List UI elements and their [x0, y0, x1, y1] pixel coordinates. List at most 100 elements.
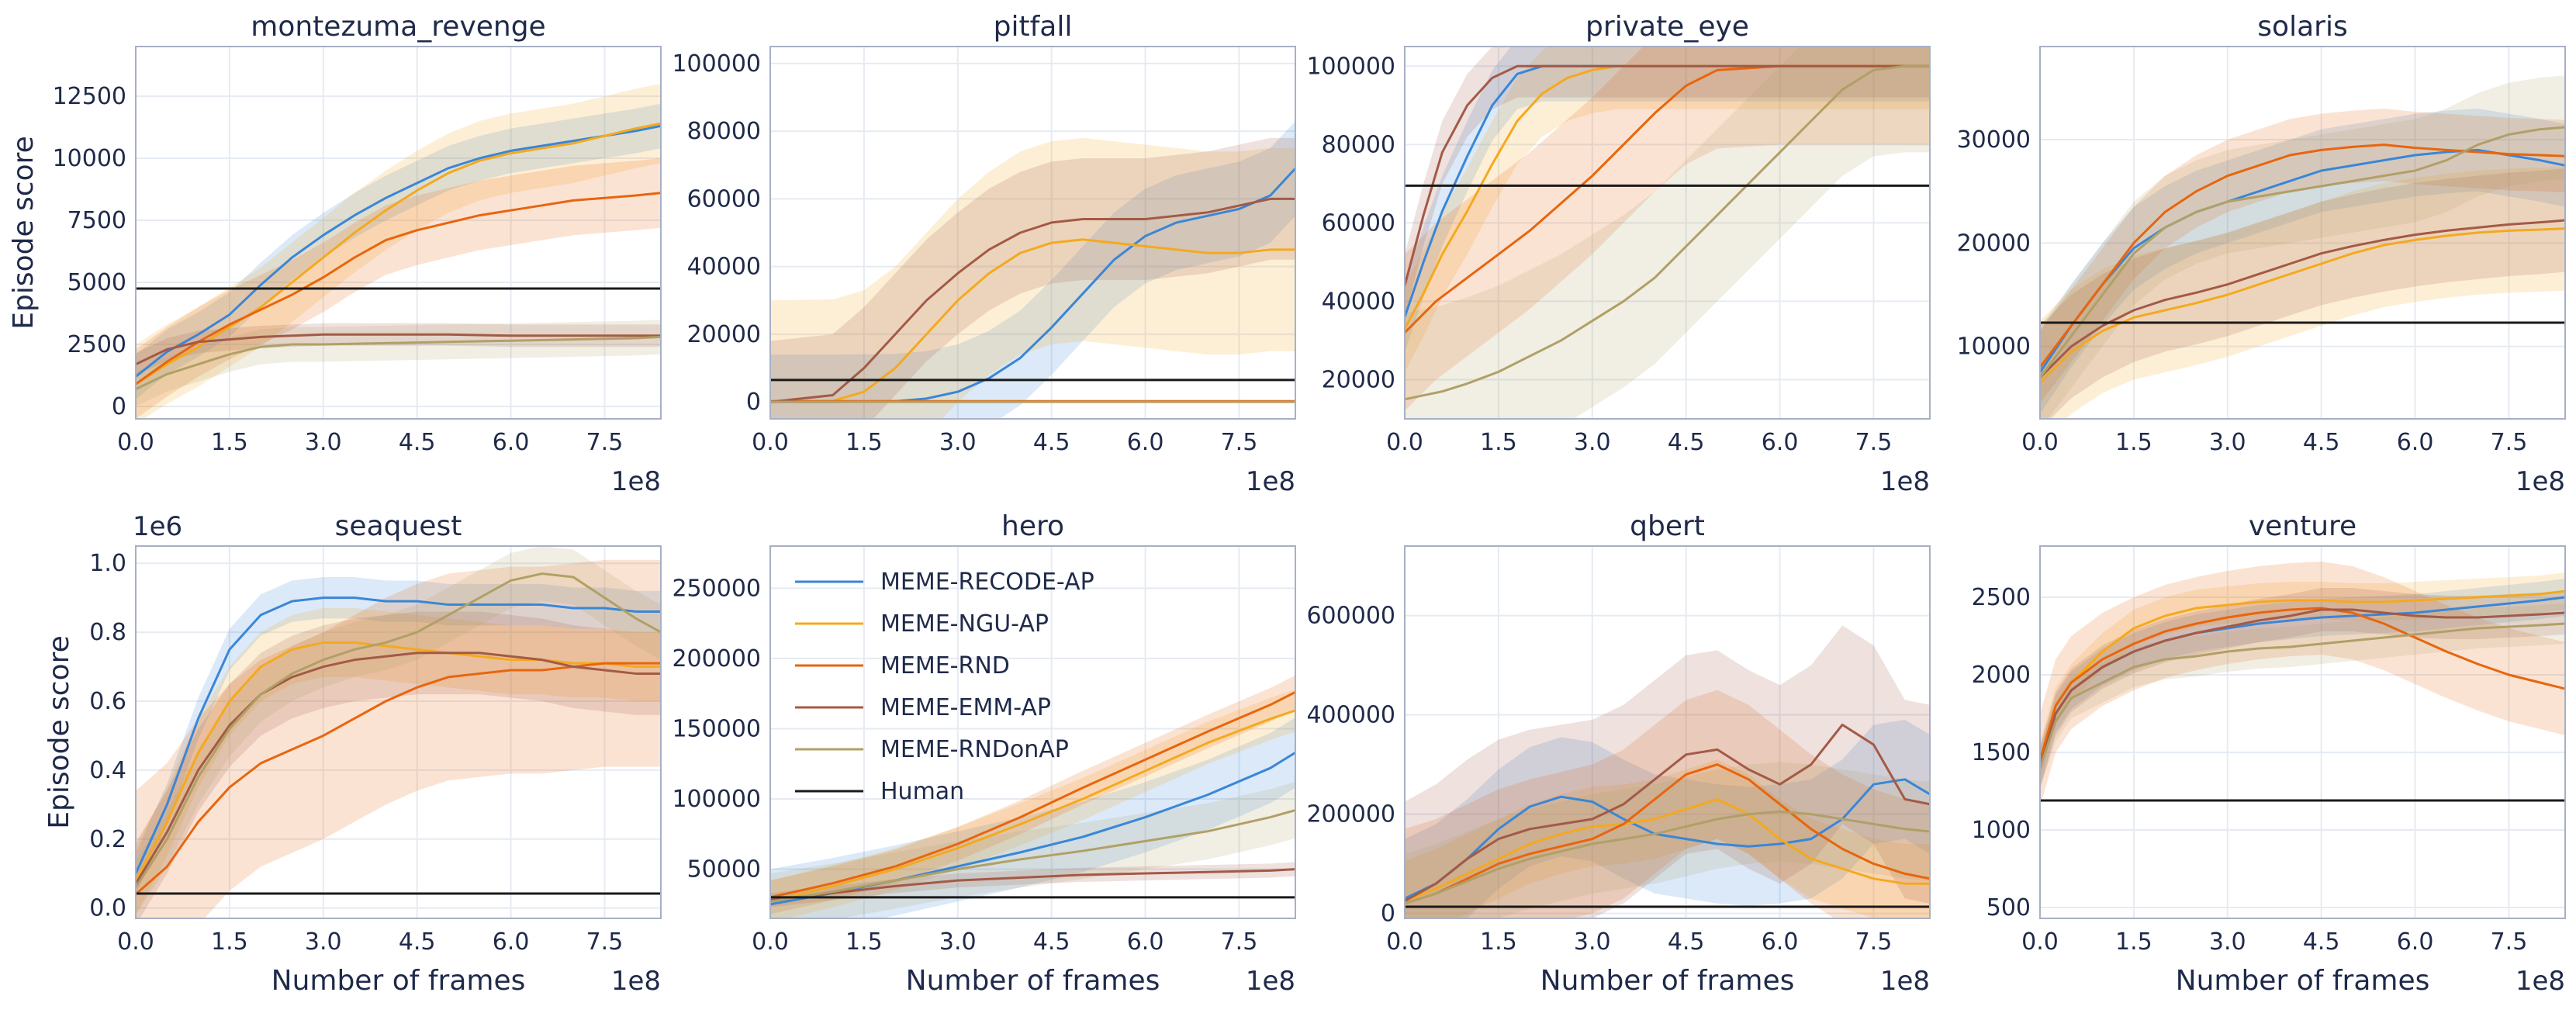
y-tick-label: 400000	[1306, 702, 1395, 729]
x-tick-label: 4.5	[1033, 429, 1070, 456]
x-tick-label: 7.5	[2491, 928, 2528, 956]
panel-title: private_eye	[1585, 11, 1749, 43]
legend-label: MEME-RNDonAP	[880, 736, 1069, 763]
band-meme-rndonap	[2040, 603, 2565, 788]
y-tick-label: 0	[746, 389, 761, 416]
band-meme-recode-ap	[1405, 47, 1930, 353]
x-tick-label: 7.5	[1855, 429, 1893, 456]
x-tick-label: 4.5	[1668, 429, 1705, 456]
line-meme-rndonap	[1405, 810, 1930, 905]
x-tick-label: 4.5	[1668, 928, 1705, 956]
x-axis-label: Number of frames	[1540, 965, 1795, 997]
band-meme-recode-ap	[136, 103, 661, 399]
legend-label: MEME-RND	[880, 652, 1010, 679]
y-tick-label: 60000	[687, 185, 761, 213]
x-tick-label: 7.5	[1855, 928, 1893, 956]
band-meme-rnd	[2040, 562, 2565, 807]
band-meme-ngu-ap	[770, 137, 1295, 419]
y-tick-label: 200000	[1306, 801, 1395, 828]
y-tick-label: 200000	[672, 645, 761, 672]
series-group	[2040, 562, 2565, 807]
x-offset-label: 1e8	[1880, 466, 1930, 497]
band-meme-rnd	[136, 158, 661, 419]
line-meme-emm-ap	[136, 333, 661, 365]
y-tick-label: 0.0	[89, 895, 126, 922]
band-meme-ngu-ap	[136, 608, 661, 915]
line-meme-ngu-ap	[770, 709, 1295, 903]
band-meme-rndonap	[136, 546, 661, 915]
panel-title: seaquest	[335, 510, 462, 542]
series-group	[770, 675, 1295, 918]
legend-label: MEME-NGU-AP	[880, 610, 1049, 638]
x-tick-label: 1.5	[845, 928, 883, 956]
y-tick-label: 20000	[1957, 230, 2031, 257]
line-meme-rndonap	[2040, 126, 2565, 379]
x-tick-label: 4.5	[399, 429, 436, 456]
line-meme-rnd	[2040, 143, 2565, 368]
x-tick-label: 6.0	[1762, 928, 1799, 956]
band-meme-recode-ap	[1405, 720, 1930, 918]
y-tick-label: 0	[112, 393, 126, 420]
x-tick-label: 1.5	[211, 429, 248, 456]
legend: MEME-RECODE-AP MEME-NGU-AP MEME-RND MEME-EM…	[795, 569, 1094, 805]
y-tick-label: 0.6	[89, 688, 126, 715]
band-meme-recode-ap	[770, 121, 1295, 419]
x-tick-label: 7.5	[1221, 429, 1258, 456]
y-tick-label: 60000	[1322, 209, 1395, 237]
legend-item-human: Human	[795, 778, 964, 805]
line-meme-ngu-ap	[136, 641, 661, 881]
band-meme-emm-ap	[136, 611, 661, 918]
line-meme-emm-ap	[770, 868, 1295, 901]
band-meme-rnd	[2040, 109, 2565, 403]
x-tick-label: 3.0	[1574, 928, 1611, 956]
x-tick-label: 4.5	[1033, 928, 1070, 956]
series-group	[1405, 625, 1930, 918]
x-tick-label: 0.0	[117, 429, 154, 456]
legend-item-meme-ngu-ap: MEME-NGU-AP	[795, 610, 1049, 638]
x-offset-label: 1e8	[611, 966, 661, 997]
line-meme-ngu-ap	[2040, 227, 2565, 384]
series-group	[136, 84, 661, 419]
line-meme-emm-ap	[770, 197, 1295, 403]
line-meme-emm-ap	[1405, 64, 1930, 286]
y-tick-label: 30000	[1957, 126, 2031, 154]
band-meme-rnd	[770, 675, 1295, 914]
y-tick-label: 80000	[1322, 131, 1395, 158]
band-meme-ngu-ap	[1405, 47, 1930, 372]
y-tick-label: 10000	[1957, 334, 2031, 361]
y-tick-label: 40000	[1322, 288, 1395, 315]
band-meme-ngu-ap	[136, 84, 661, 419]
x-tick-label: 1.5	[2115, 429, 2152, 456]
x-tick-label: 6.0	[493, 429, 530, 456]
x-tick-label: 0.0	[1386, 928, 1423, 956]
y-tick-label: 0.8	[89, 619, 126, 646]
panel-title: montezuma_revenge	[251, 11, 545, 43]
panel-title: solaris	[2257, 11, 2347, 43]
plot-frame	[769, 545, 1296, 919]
x-offset-label: 1e8	[611, 466, 661, 497]
legend-label: MEME-RECODE-AP	[880, 569, 1094, 596]
panel-title: qbert	[1630, 510, 1705, 542]
y-tick-label: 20000	[687, 321, 761, 348]
y-tick-label: 0.4	[89, 757, 126, 784]
y-tick-label: 10000	[53, 145, 126, 172]
y-tick-label: 1.0	[89, 550, 126, 577]
x-offset-label: 1e8	[2515, 966, 2565, 997]
y-tick-label: 12500	[53, 83, 126, 110]
panel-qbert: qbert 0.0 1.5 3.0 4.5 6.0 7.5 0 200000 400000 6000…	[1306, 510, 1931, 997]
line-meme-rndonap	[2040, 622, 2565, 769]
y-tick-label: 0.2	[89, 826, 126, 853]
y-tick-label: 2500	[67, 331, 126, 358]
line-meme-recode-ap	[136, 596, 661, 874]
y-tick-label: 250000	[672, 575, 761, 602]
x-tick-label: 0.0	[752, 928, 789, 956]
y-tick-label: 150000	[672, 715, 761, 742]
y-tick-label: 80000	[687, 118, 761, 145]
plot-area	[1405, 47, 1930, 419]
plot-frame	[769, 46, 1296, 420]
x-tick-label: 7.5	[2491, 429, 2528, 456]
x-tick-label: 1.5	[211, 928, 248, 956]
legend-item-meme-recode-ap: MEME-RECODE-AP	[795, 569, 1094, 596]
line-meme-emm-ap	[2040, 219, 2565, 379]
line-meme-recode-ap	[2040, 148, 2565, 373]
